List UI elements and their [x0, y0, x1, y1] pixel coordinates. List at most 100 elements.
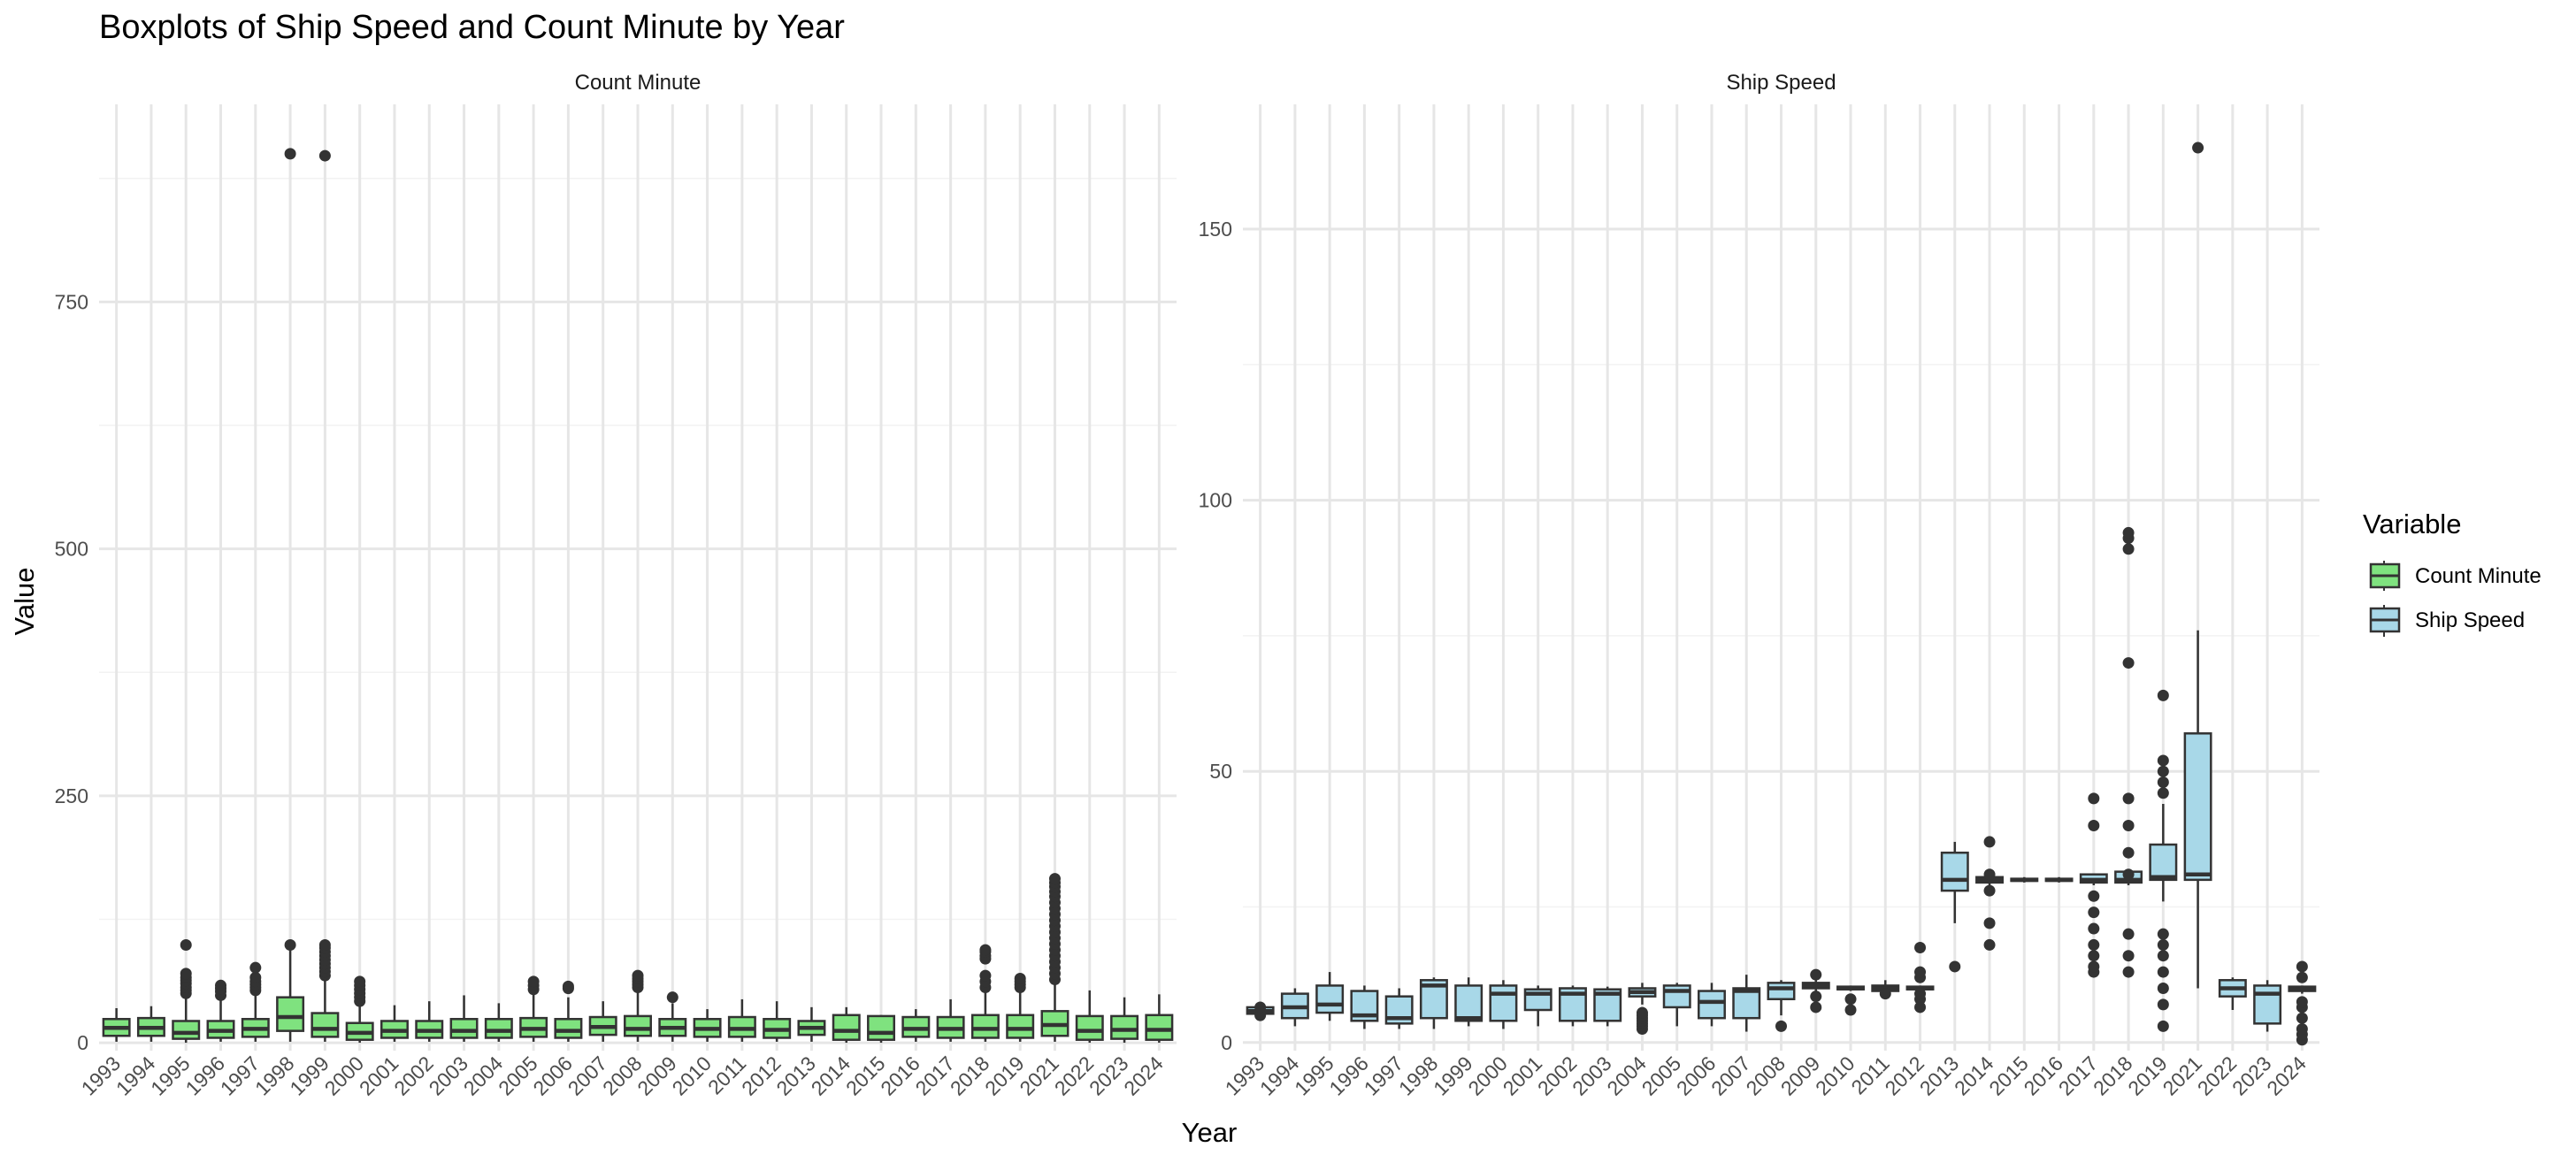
box-ship-speed-2019: [2149, 689, 2178, 1032]
box-body: [832, 1013, 861, 1041]
box-ship-speed-2007: [1732, 975, 1761, 1032]
box-body: [1110, 1014, 1139, 1040]
box-count-minute-2024: [1145, 994, 1174, 1044]
box-ship-speed-1997: [1384, 988, 1414, 1029]
outlier-point: [1983, 868, 1996, 881]
legend-item-ship-speed: Ship Speed: [2369, 605, 2525, 637]
y-tick-label: 0: [1221, 1031, 1232, 1054]
box-count-minute-1994: [136, 1006, 165, 1042]
outlier-point: [1949, 960, 1961, 973]
x-tick-label: 2011: [1846, 1052, 1893, 1098]
outlier-point: [2296, 996, 2308, 1008]
outlier-point: [2122, 868, 2135, 881]
box-count-minute-1996: [206, 979, 235, 1042]
x-tick-label: 2015: [841, 1052, 890, 1100]
outlier-point: [2088, 906, 2100, 919]
box-ship-speed-2001: [1523, 985, 1552, 1027]
outlier-point: [318, 149, 331, 162]
box-count-minute-2019: [1006, 972, 1035, 1042]
box-count-minute-2008: [624, 969, 652, 1042]
x-tick-label: 2007: [564, 1052, 612, 1100]
outlier-point: [2122, 820, 2135, 832]
box-body: [1006, 1013, 1035, 1039]
outlier-point: [2122, 792, 2135, 805]
x-tick-label: 2016: [2020, 1052, 2068, 1100]
box-count-minute-1997: [241, 961, 270, 1042]
x-tick-label: 2001: [1499, 1052, 1547, 1100]
legend-label-count-minute: Count Minute: [2415, 564, 2542, 588]
outlier-point: [1983, 917, 1996, 929]
outlier-point: [2296, 1012, 2308, 1024]
y-tick-label: 50: [1209, 760, 1232, 783]
x-tick-label: 2017: [911, 1052, 960, 1100]
x-tick-label: 2019: [2123, 1052, 2172, 1100]
outlier-point: [1014, 972, 1026, 984]
x-tick-label: 1998: [250, 1052, 299, 1100]
x-tick-label: 2004: [1602, 1052, 1651, 1100]
box-count-minute-2012: [763, 1001, 792, 1042]
box-count-minute-1993: [102, 1007, 131, 1042]
outlier-point: [2157, 754, 2169, 767]
box-count-minute-2023: [1110, 997, 1139, 1044]
box-ship-speed-1995: [1315, 972, 1345, 1021]
outlier-point: [2088, 890, 2100, 902]
outlier-point: [2088, 950, 2100, 962]
legend-item-count-minute: Count Minute: [2369, 561, 2542, 591]
box-ship-speed-2023: [2253, 980, 2282, 1032]
box-ship-speed-2011: [1871, 980, 1900, 1000]
outlier-point: [1844, 1004, 1857, 1016]
legend-title: Variable: [2363, 509, 2461, 539]
box-ship-speed-1993: [1246, 1001, 1275, 1021]
x-tick-label: 2023: [1085, 1052, 1133, 1100]
x-tick-label: 2006: [1672, 1052, 1721, 1100]
outlier-point: [666, 991, 678, 1004]
x-tick-label: 1994: [1255, 1052, 1304, 1100]
outlier-point: [527, 975, 540, 988]
outlier-point: [2088, 938, 2100, 951]
box-count-minute-2002: [415, 1001, 444, 1042]
outlier-point: [1810, 1001, 1822, 1013]
y-tick-label: 150: [1199, 218, 1232, 241]
outlier-point: [1254, 1001, 1267, 1013]
box-ship-speed-2008: [1767, 980, 1796, 1032]
box-body: [970, 1013, 1000, 1039]
box-body: [172, 1020, 201, 1040]
outlier-point: [2157, 928, 2169, 940]
outlier-point: [2122, 543, 2135, 555]
panel-count-minute: Count Minute0250500750199319941995199619…: [55, 71, 1177, 1100]
outlier-point: [215, 979, 227, 991]
x-tick-label: 1999: [1429, 1052, 1477, 1100]
outlier-point: [2157, 938, 2169, 951]
x-tick-label: 1999: [285, 1052, 334, 1100]
outlier-point: [632, 969, 644, 982]
box-body: [1662, 984, 1691, 1009]
x-tick-label: 1996: [1324, 1052, 1373, 1100]
box-count-minute-2010: [693, 1009, 722, 1042]
box-body: [1075, 1014, 1104, 1041]
x-tick-label: 2014: [807, 1052, 855, 1100]
x-tick-label: 2018: [946, 1052, 994, 1100]
box-body: [449, 1018, 479, 1039]
box-body: [1732, 987, 1761, 1020]
box-ship-speed-2009: [1801, 968, 1830, 1013]
x-tick-label: 2013: [1915, 1052, 1964, 1100]
box-body: [554, 1018, 583, 1039]
box-ship-speed-2016: [2044, 876, 2074, 883]
outlier-point: [1983, 884, 1996, 897]
y-tick-label: 100: [1199, 489, 1232, 512]
x-tick-label: 1993: [1221, 1052, 1269, 1100]
box-body: [2149, 843, 2178, 882]
x-tick-label: 2022: [2193, 1052, 2242, 1100]
box-count-minute-2007: [588, 1001, 617, 1042]
box-count-minute-2011: [727, 998, 756, 1042]
x-tick-label: 2008: [1741, 1052, 1790, 1100]
outlier-point: [284, 148, 296, 160]
x-tick-label: 2008: [598, 1052, 647, 1100]
x-tick-label: 2005: [1637, 1052, 1686, 1100]
box-body: [1940, 851, 1969, 892]
outlier-point: [562, 980, 574, 992]
x-tick-label: 2010: [668, 1052, 717, 1100]
x-tick-label: 2003: [425, 1052, 473, 1100]
box-count-minute-2004: [484, 1003, 513, 1042]
